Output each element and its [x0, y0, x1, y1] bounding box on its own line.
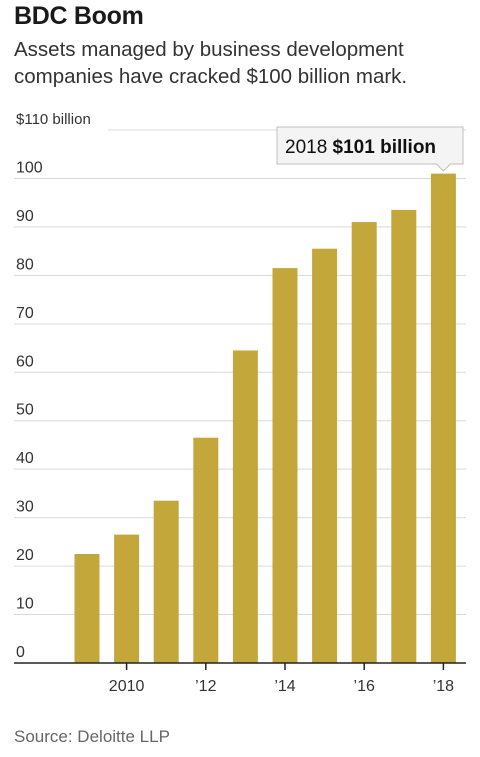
y-tick-label: 20 [16, 547, 34, 564]
y-tick-label: 10 [16, 596, 34, 613]
y-tick-label: 30 [16, 499, 34, 516]
y-tick-label: 60 [16, 353, 34, 370]
bar [153, 500, 179, 663]
bar [391, 209, 417, 663]
x-tick-label: ’18 [433, 678, 454, 695]
chart-subtitle: Assets managed by business development c… [14, 38, 408, 88]
annotation-callout: 2018 $101 billion [276, 126, 464, 172]
bar [430, 173, 456, 664]
bar [74, 553, 100, 663]
x-axis [14, 662, 466, 670]
chart-title: BDC Boom [14, 2, 144, 30]
bar [114, 534, 140, 663]
bars [74, 173, 456, 664]
annotation-label: 2018 $101 billion [285, 137, 436, 158]
y-tick-label: $110 billion [16, 111, 91, 128]
bar [312, 248, 338, 664]
x-tick-label: 2010 [109, 678, 145, 695]
bar [193, 437, 219, 663]
y-tick-label: 100 [16, 159, 43, 176]
x-tick-label: ’12 [195, 678, 216, 695]
tick-labels: $110 billion10090807060504030201002010’1… [16, 111, 454, 695]
y-tick-label: 90 [16, 208, 34, 225]
annotation-box [276, 126, 464, 172]
annotation-value: $101 billion [333, 137, 436, 158]
y-tick-label: 70 [16, 305, 34, 322]
bar [351, 222, 377, 663]
bar [232, 350, 258, 663]
source-note: Source: Deloitte LLP [14, 727, 170, 746]
bar [272, 268, 298, 663]
y-tick-label: 50 [16, 402, 34, 419]
y-tick-label: 80 [16, 256, 34, 273]
annotation-year: 2018 [285, 137, 333, 158]
x-tick-label: ’16 [354, 678, 375, 695]
y-tick-label: 40 [16, 450, 34, 467]
x-tick-label: ’14 [274, 678, 295, 695]
y-tick-label: 0 [16, 644, 25, 661]
